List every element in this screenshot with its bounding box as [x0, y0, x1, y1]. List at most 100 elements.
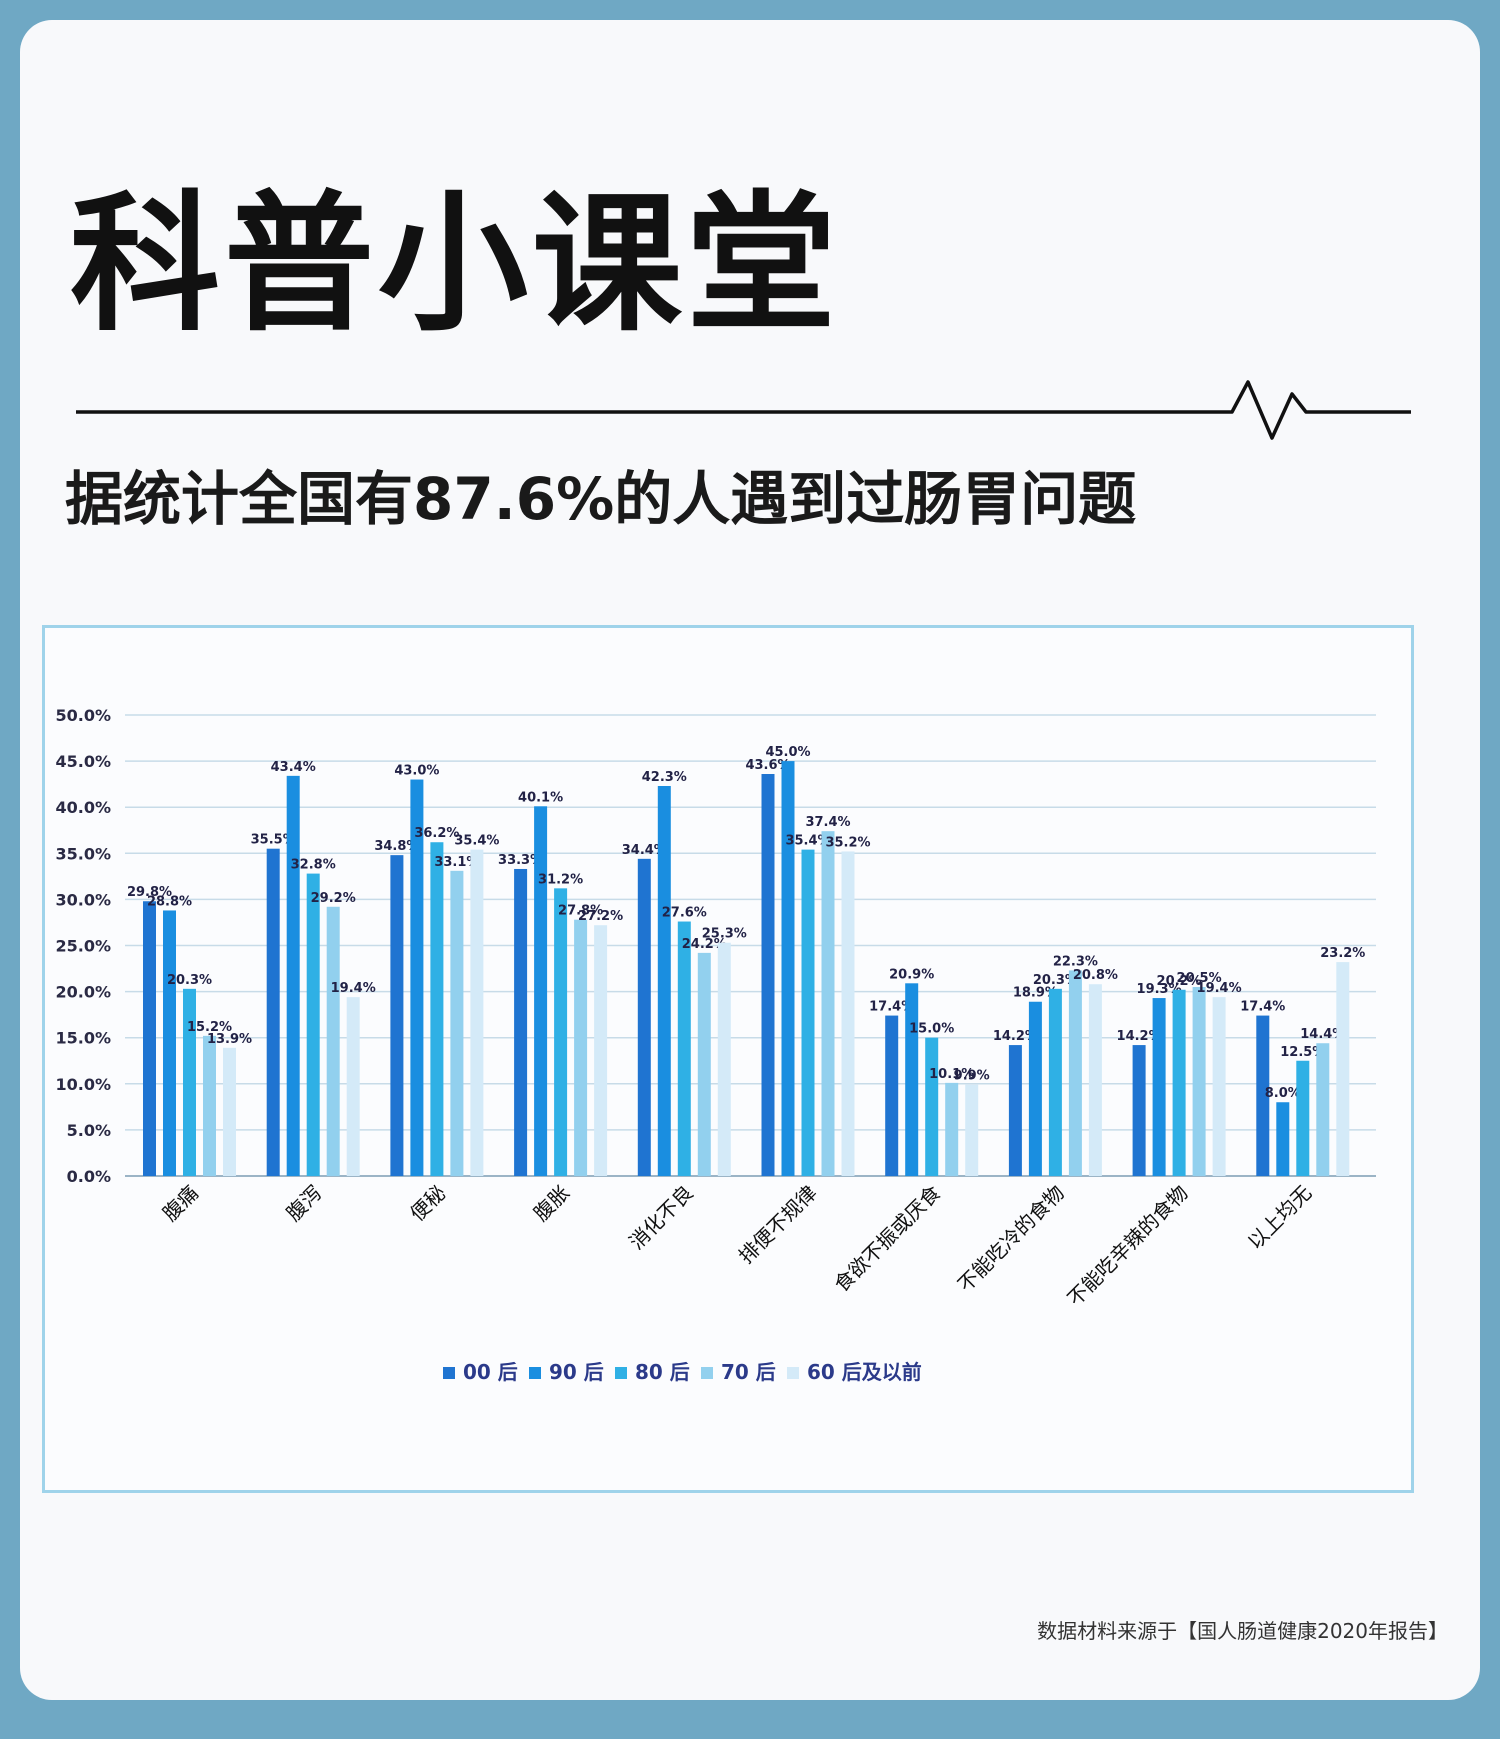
x-tick-label: 食欲不振或厌食	[829, 1181, 945, 1297]
data-label: 27.2%	[578, 909, 623, 924]
data-label: 35.2%	[825, 835, 870, 850]
data-label: 15.2%	[187, 1020, 232, 1035]
bar	[410, 779, 424, 1176]
bar	[801, 849, 815, 1176]
data-label: 20.9%	[889, 967, 934, 982]
data-label: 25.3%	[702, 927, 747, 942]
data-label: 43.6%	[745, 758, 790, 773]
bar	[1192, 986, 1206, 1176]
data-label: 33.3%	[498, 853, 543, 868]
y-tick-label: 25.0%	[55, 937, 111, 956]
y-tick-label: 10.0%	[55, 1075, 111, 1094]
data-label: 24.2%	[682, 937, 727, 952]
data-label: 35.5%	[251, 833, 296, 848]
y-tick-label: 40.0%	[55, 798, 111, 817]
data-label: 14.2%	[993, 1029, 1038, 1044]
data-label: 45.0%	[765, 745, 810, 760]
data-label: 34.8%	[374, 839, 419, 854]
bar	[1316, 1043, 1330, 1176]
y-tick-label: 45.0%	[55, 752, 111, 771]
source-note: 数据材料来源于【国人肠道健康2020年报告】	[1037, 1619, 1448, 1643]
y-tick-label: 0.0%	[67, 1167, 111, 1186]
bar	[390, 855, 404, 1176]
legend-label: 00 后	[463, 1360, 518, 1384]
bar	[841, 851, 855, 1176]
bar	[534, 806, 548, 1176]
x-tick-label: 消化不良	[624, 1181, 698, 1255]
legend-label: 60 后及以前	[807, 1360, 922, 1384]
data-label: 29.2%	[311, 891, 356, 906]
legend-swatch	[443, 1367, 455, 1379]
x-tick-label: 腹泻	[281, 1181, 326, 1226]
data-label: 19.4%	[331, 981, 376, 996]
y-tick-label: 35.0%	[55, 844, 111, 863]
data-label: 35.4%	[785, 834, 830, 849]
bar	[637, 858, 651, 1176]
data-label: 32.8%	[291, 858, 336, 873]
data-label: 19.4%	[1197, 981, 1242, 996]
heartbeat-divider	[76, 380, 1411, 440]
data-label: 8.0%	[1265, 1086, 1301, 1101]
bar	[554, 888, 568, 1176]
data-label: 27.6%	[662, 906, 707, 921]
y-tick-label: 15.0%	[55, 1029, 111, 1048]
bar	[905, 983, 919, 1176]
bar	[1088, 984, 1102, 1176]
bar	[885, 1015, 899, 1176]
bar	[697, 952, 711, 1176]
data-label: 13.9%	[207, 1032, 252, 1047]
bar	[203, 1035, 216, 1176]
bar	[761, 774, 775, 1176]
chart-canvas: 0.0% 5.0% 10.0% 15.0% 20.0% 25.0% 30.0% 35.0% 40…	[55, 706, 1376, 1384]
bar	[326, 906, 340, 1176]
data-label: 42.3%	[642, 770, 687, 785]
bar	[657, 785, 671, 1176]
x-tick-label: 腹胀	[529, 1181, 574, 1226]
data-label: 20.8%	[1073, 968, 1118, 983]
bar	[945, 1082, 959, 1176]
y-tick-label: 20.0%	[55, 983, 111, 1002]
data-label: 12.5%	[1280, 1045, 1325, 1060]
bar-chart: 0.0% 5.0% 10.0% 15.0% 20.0% 25.0% 30.0% 35.0% 40…	[42, 625, 1414, 1493]
data-label: 43.4%	[271, 760, 316, 775]
page-subtitle: 据统计全国有87.6%的人遇到过肠胃问题	[65, 465, 1137, 533]
data-label: 9.9%	[954, 1069, 990, 1084]
data-label: 20.3%	[167, 973, 212, 988]
data-label: 19.3%	[1137, 982, 1182, 997]
bar	[1336, 962, 1350, 1176]
bar	[430, 842, 444, 1176]
data-label: 17.4%	[1240, 1000, 1285, 1015]
bar	[266, 848, 280, 1176]
bar	[1152, 998, 1166, 1176]
legend-label: 70 后	[721, 1360, 776, 1384]
bar	[821, 831, 835, 1176]
data-label: 31.2%	[538, 872, 583, 887]
x-tick-label: 便秘	[405, 1181, 450, 1226]
data-label: 10.1%	[929, 1067, 974, 1082]
data-label: 40.1%	[518, 790, 563, 805]
data-label: 43.0%	[394, 764, 439, 779]
bar	[163, 910, 176, 1176]
data-label: 36.2%	[414, 826, 459, 841]
data-label: 20.2%	[1157, 974, 1202, 989]
bar	[594, 925, 608, 1176]
bar	[450, 870, 464, 1176]
data-label: 17.4%	[869, 1000, 914, 1015]
bar	[677, 921, 691, 1176]
x-tick-label: 排便不规律	[734, 1181, 822, 1269]
bar	[143, 901, 156, 1176]
data-label: 34.4%	[622, 843, 667, 858]
y-tick-label: 50.0%	[55, 706, 111, 725]
bar	[346, 997, 360, 1176]
data-label: 35.4%	[454, 834, 499, 849]
bar	[1048, 988, 1062, 1176]
x-tick-label: 以上均无	[1243, 1181, 1317, 1255]
data-label: 15.0%	[909, 1022, 954, 1037]
data-label: 27.8%	[558, 904, 603, 919]
data-label: 22.3%	[1053, 954, 1098, 969]
bar	[1296, 1060, 1310, 1176]
legend-swatch	[615, 1367, 627, 1379]
x-tick-label: 不能吃辛辣的食物	[1063, 1181, 1193, 1311]
legend-swatch	[529, 1367, 541, 1379]
legend-swatch	[787, 1367, 799, 1379]
